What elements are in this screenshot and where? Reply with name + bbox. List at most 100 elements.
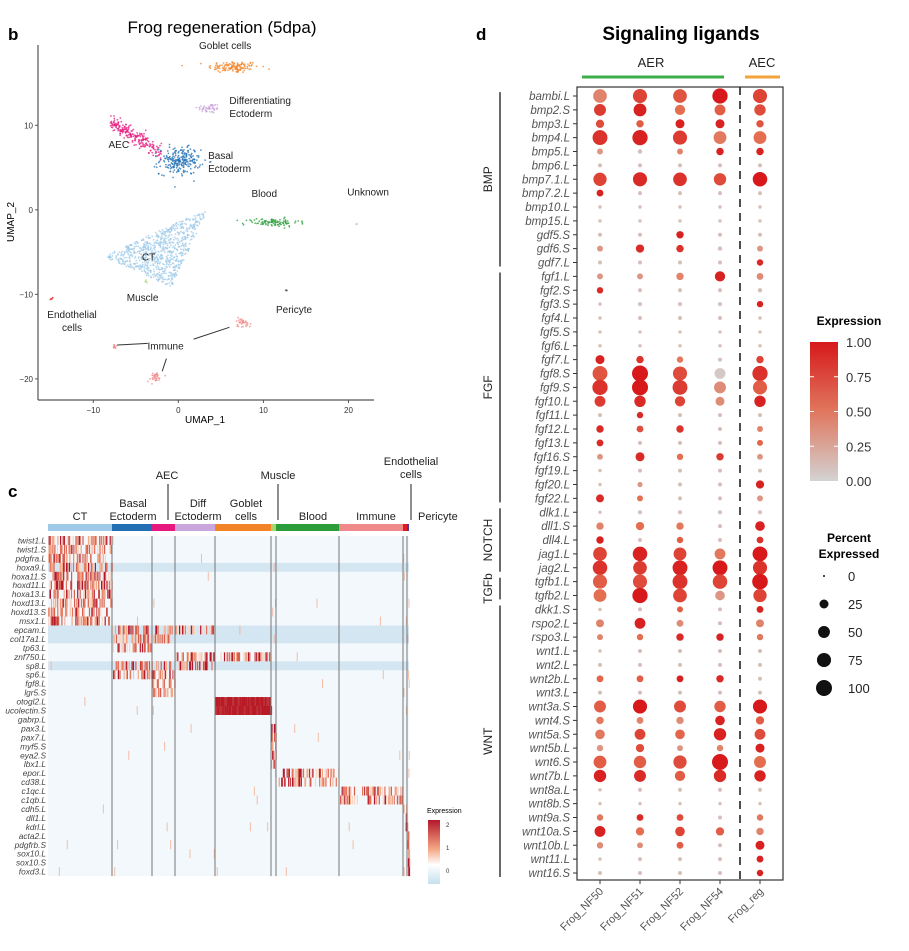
group-color-blood [276,524,339,531]
heatmap-cell [348,822,350,832]
heatmap-cell [66,607,68,617]
heatmap-gene-label: pdgfrb.S [14,840,47,850]
dot [635,743,645,753]
umap-point [237,319,240,322]
umap-point [145,251,148,254]
heatmap-cell [49,553,51,563]
dot [673,588,687,603]
umap-point [145,143,147,145]
dot [676,356,684,363]
heatmap-cell [395,786,397,796]
heatmap-cell [271,732,273,742]
dot [752,560,768,575]
dot [636,425,644,433]
umap-point [143,135,145,138]
heatmap-cell [369,795,371,805]
heatmap-cell [117,840,119,850]
heatmap-cell [173,670,175,680]
heatmap-cell [91,544,93,554]
umap-point [151,377,154,379]
dot [752,699,768,714]
heatmap-cell [396,795,398,805]
umap-point [153,270,156,273]
umap-point [129,124,132,127]
umap-point [161,255,164,257]
dotplot-row-label: fgf9.S [540,382,570,394]
umap-point [175,253,177,256]
heatmap-cell [60,544,62,554]
heatmap-cell [62,553,64,563]
heatmap-gene-label: hoxd11.L [12,580,46,590]
umap-point [143,261,146,263]
umap-point [163,159,165,162]
umap-point [278,220,280,223]
umap-point [125,251,128,253]
umap-point [213,107,216,110]
umap-point [176,156,179,159]
heatmap-cell [50,562,52,572]
heatmap-cell [245,652,247,662]
heatmap-cell [49,580,51,590]
heatmap-cell [110,598,112,608]
dot [638,191,642,196]
umap-point [155,155,157,158]
umap-point [171,241,174,244]
size-legend-label: 50 [848,625,862,640]
umap-point [123,256,126,259]
dot [634,728,646,740]
dotplot-row-label: tgfb2.L [535,591,570,603]
umap-point [134,135,137,138]
heatmap-panel: CTBasalEctodermAECDiffEctodermGobletcell… [5,456,462,884]
umap-point [178,245,181,248]
heatmap-cell [87,562,89,572]
dot [638,787,642,792]
dot [718,843,722,848]
heatmap-cell [76,598,78,608]
heatmap-cell [81,553,83,563]
dotplot-row-label: fgf2.S [540,285,570,297]
heatmap-cell [59,553,61,563]
umap-point [174,159,176,162]
dot [634,617,646,629]
dot [592,574,608,589]
umap-point [211,110,214,113]
umap-point [182,220,184,223]
umap-point [285,289,288,292]
dot [596,494,604,503]
dot [632,587,648,604]
dot [637,481,643,488]
umap-point [174,269,176,271]
heatmap-cell [76,607,78,617]
dot [676,814,684,821]
heatmap-cell [409,858,411,868]
dot [756,300,764,308]
dot [752,172,768,187]
heatmap-cell [343,786,345,796]
umap-point [166,158,169,161]
umap-point [109,253,112,256]
umap-point [199,62,202,65]
umap-point [182,150,185,153]
umap-point [178,241,181,244]
heatmap-cell [114,634,116,644]
umap-point [182,155,185,157]
heatmap-cell [102,536,104,545]
heatmap-cell [50,607,52,617]
umap-point [241,322,244,324]
umap-point [147,274,150,277]
umap-point [144,259,147,261]
heatmap-cell [54,616,56,626]
umap-point [171,162,174,165]
dot [672,366,688,381]
heatmap-cell [310,777,312,787]
umap-point [177,223,180,226]
heatmap-cell [164,688,167,698]
umap-cluster-label: Muscle [127,293,159,304]
umap-point [158,377,161,380]
heatmap-cell [153,688,155,698]
umap-point [176,242,179,245]
umap-point [192,235,195,237]
umap-point [200,213,203,216]
heatmap-cell [145,670,147,680]
heatmap-cell [70,580,72,590]
